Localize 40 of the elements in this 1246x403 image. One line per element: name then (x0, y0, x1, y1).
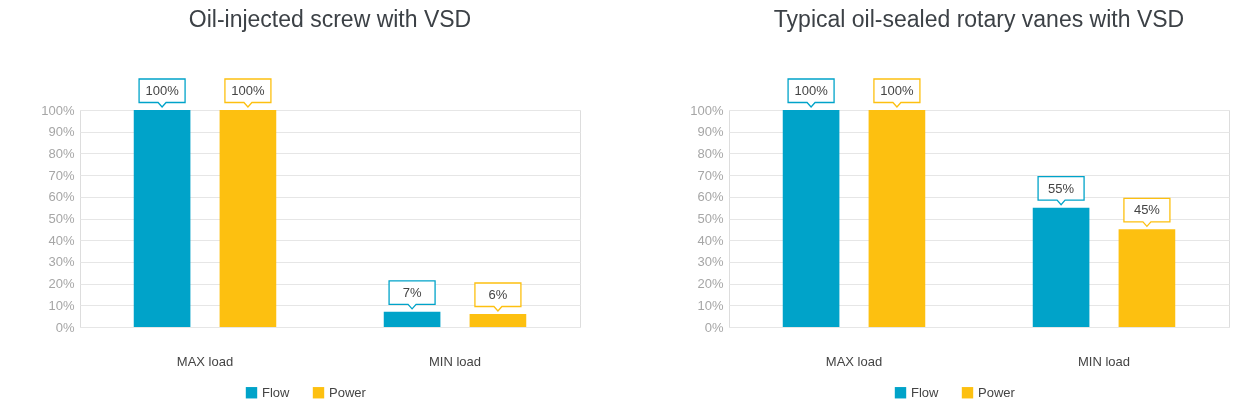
data-label: 100% (231, 83, 265, 98)
data-label: 6% (488, 286, 508, 302)
y-tick-label: 90% (48, 124, 75, 140)
y-tick-label: 50% (48, 211, 75, 226)
y-tick-label: 100% (41, 102, 75, 118)
data-label: 100% (880, 83, 914, 98)
legend-label: Flow (262, 384, 291, 400)
y-tick-label: 60% (697, 189, 724, 205)
chart-title: Typical oil-sealed rotary vanes with VSD (773, 6, 1185, 33)
y-tick-label: 80% (697, 145, 724, 161)
data-label: 7% (402, 284, 422, 300)
y-tick-label: 30% (697, 254, 724, 270)
x-tick-label: MAX load (176, 353, 234, 369)
y-tick-label: 70% (697, 167, 724, 183)
y-tick-label: 40% (697, 232, 724, 248)
chart-title: Oil-injected screw with VSD (188, 6, 472, 33)
data-label: 100% (145, 83, 180, 98)
y-tick-label: 10% (48, 297, 75, 313)
y-tick-label: 30% (48, 254, 75, 270)
x-tick-label: MIN load (428, 353, 482, 369)
data-label: 100% (794, 83, 829, 98)
y-tick-label: 20% (48, 276, 75, 292)
legend-label: Power (329, 384, 367, 400)
y-tick-label: 60% (48, 189, 75, 205)
x-tick-label: MIN load (1077, 353, 1131, 369)
data-label: 55% (1048, 180, 1075, 196)
y-tick-label: 40% (48, 232, 75, 248)
y-tick-label: 100% (690, 102, 724, 118)
data-label: 45% (1133, 202, 1161, 218)
y-tick-label: 80% (48, 145, 75, 161)
y-tick-label: 10% (697, 297, 724, 313)
y-tick-label: 70% (48, 167, 75, 183)
y-tick-label: 0% (704, 319, 724, 335)
legend-label: Power (978, 384, 1016, 400)
legend-label: Flow (911, 384, 940, 400)
y-tick-label: 0% (55, 319, 75, 335)
x-tick-label: MAX load (825, 353, 883, 369)
y-tick-label: 50% (697, 211, 724, 226)
y-tick-label: 90% (697, 124, 724, 140)
y-tick-label: 20% (697, 276, 724, 292)
